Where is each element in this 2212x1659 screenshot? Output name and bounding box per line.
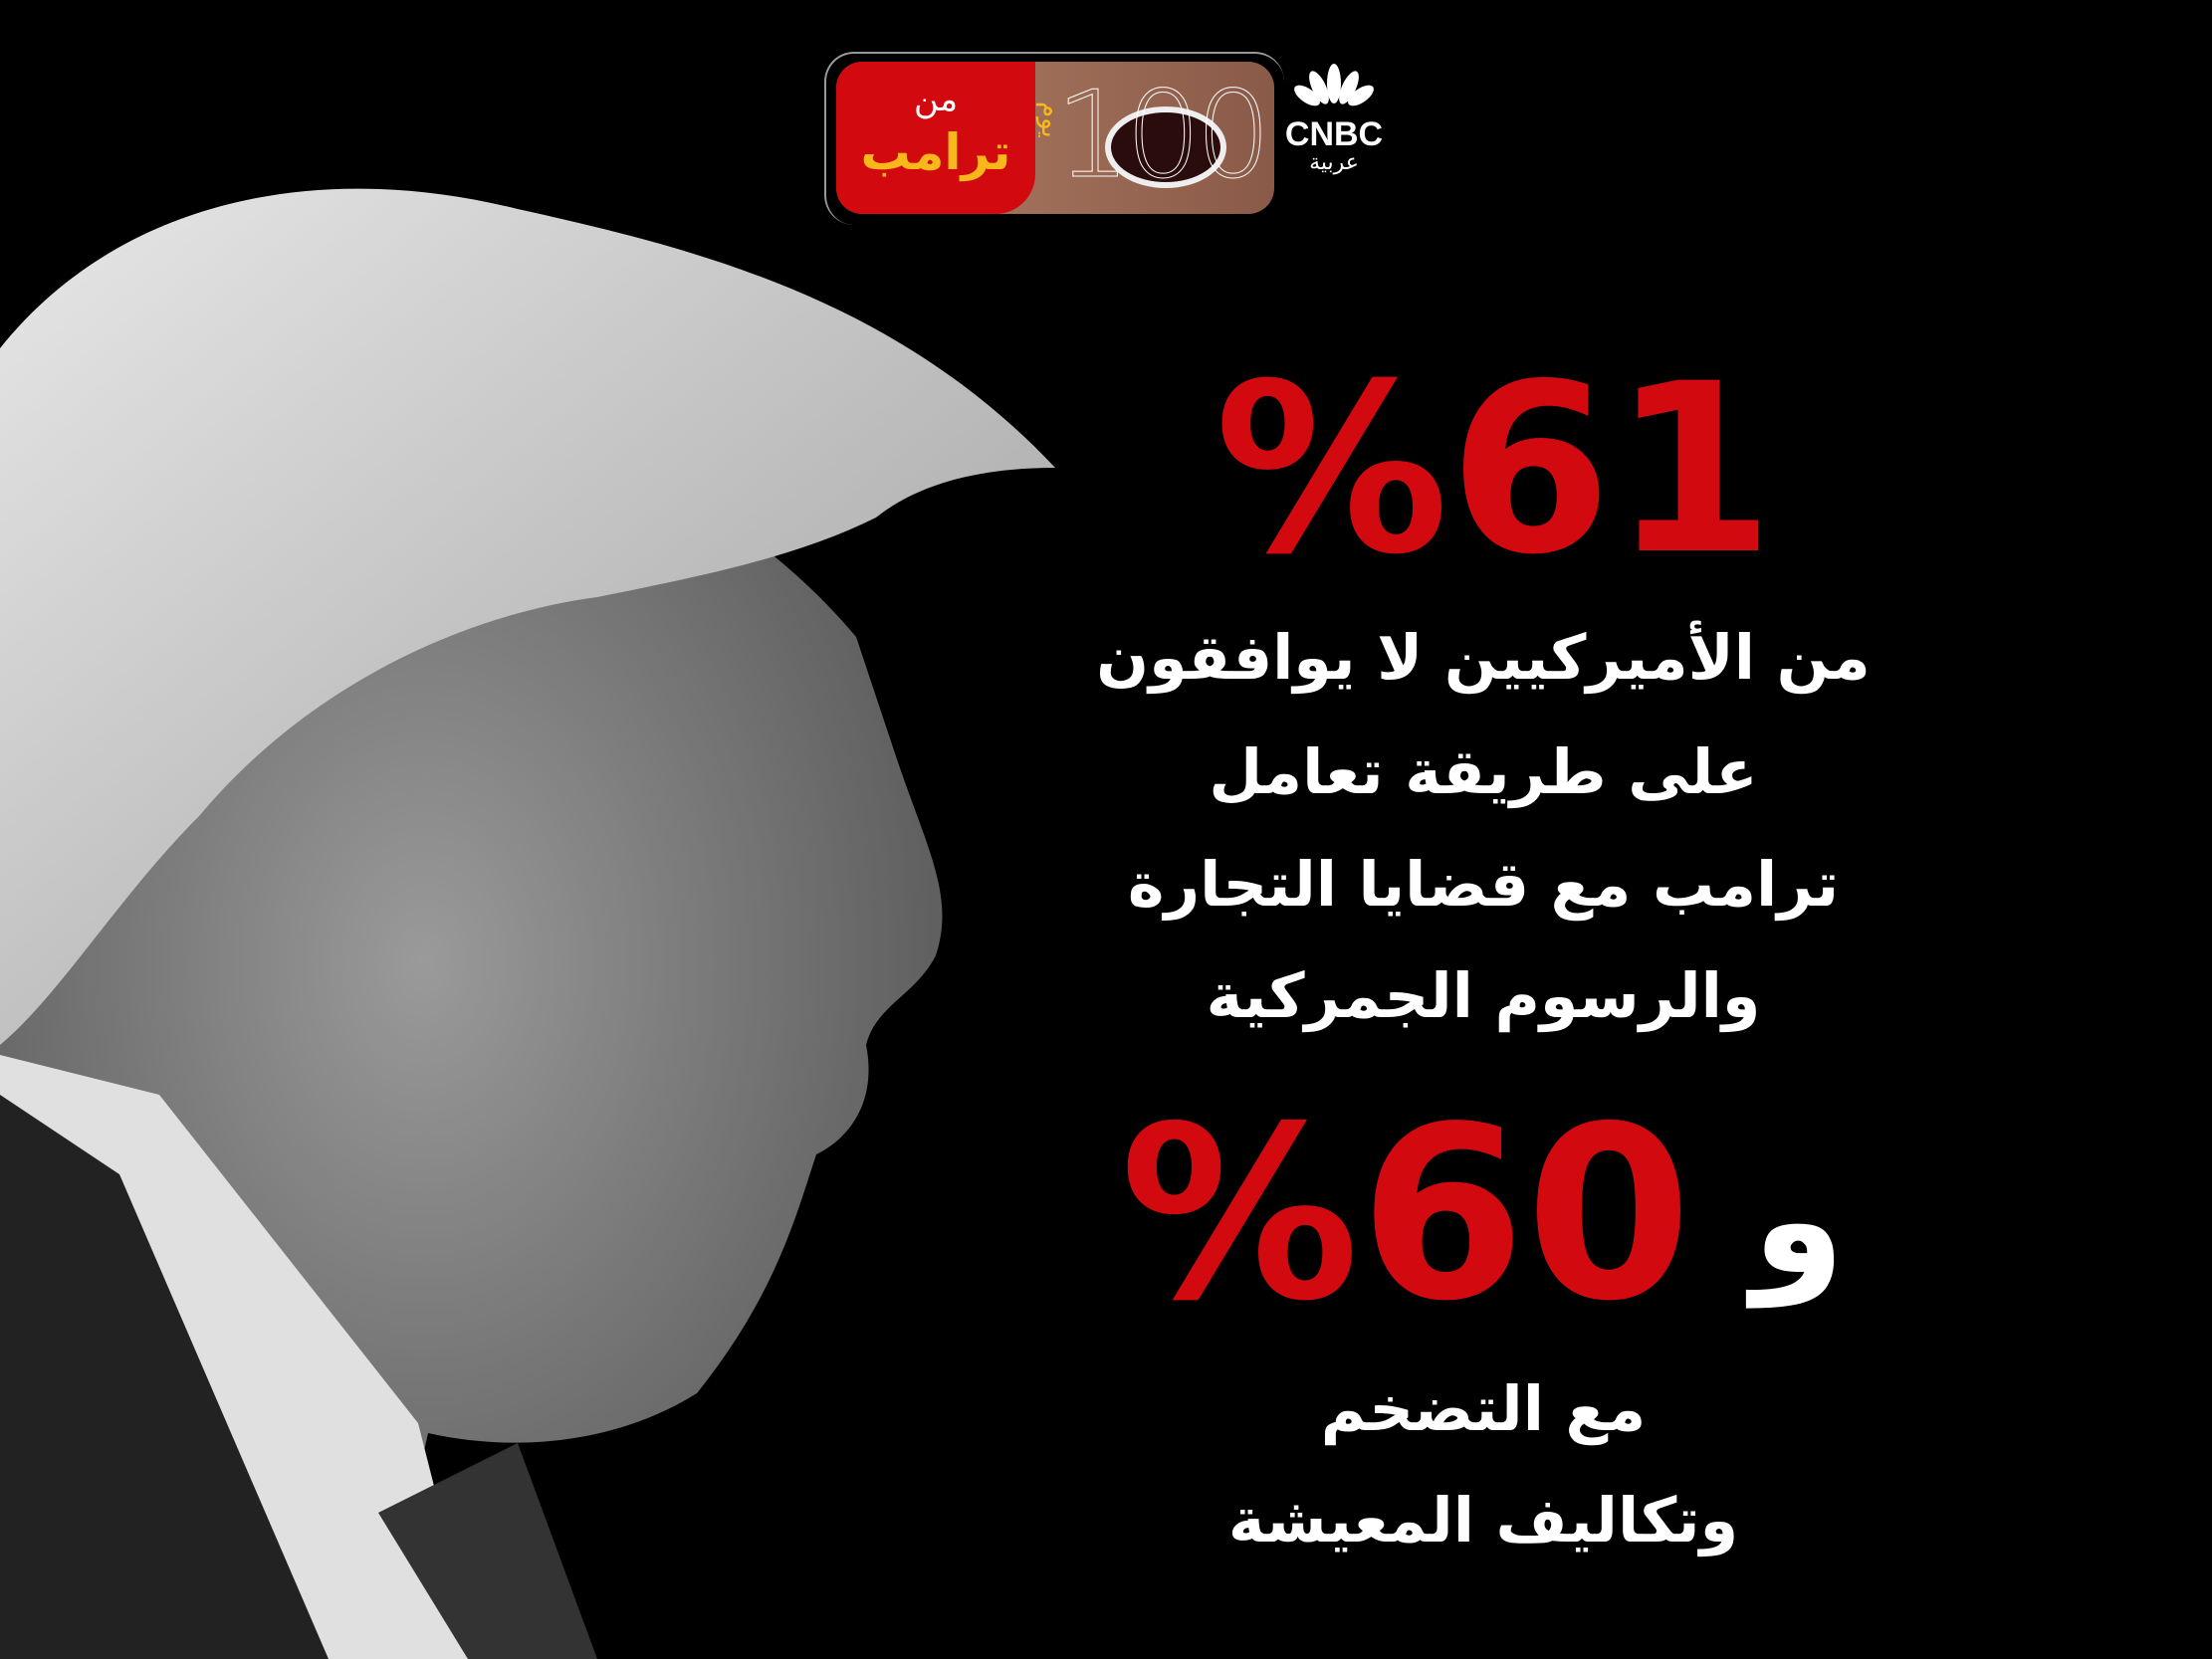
stat-61-line-1: من الأميركيين لا يوافقون [1096,621,1871,694]
logo-brand: CNBC [1284,115,1384,153]
stat-61-line-2: على طريقة تعامل [1209,735,1758,808]
banner-frame [824,52,1284,225]
banner-trump: ترامب [860,123,1011,181]
stat-60-value: %60 [1120,1075,1692,1353]
banner-100: 100 [1054,67,1271,205]
cnbc-arabia-logo: CNBC عربية [1279,64,1389,175]
banner-red-panel [836,62,1035,214]
stat-61-line-4: والرسوم الجمركية [1206,959,1761,1032]
stat-60-prefix: و [1752,1135,1846,1308]
stat-60-line-2: وتكاليف المعيشة [1227,1484,1739,1556]
stat-61-value: %61 [1215,334,1775,606]
mouth-photo [1105,106,1226,188]
peacock-icon [1294,64,1374,106]
100-days-banner: من ترامب يوم 100 [836,62,1274,214]
portrait-photo [0,188,1055,1659]
stat-60-line-1: مع التضخم [1320,1372,1647,1445]
banner-min: من [913,80,959,119]
logo-arabic: عربية [1309,150,1359,175]
stat-61-line-3: ترامب مع قضايا التجارة [1127,848,1840,921]
banner-day: يوم [1035,102,1065,138]
